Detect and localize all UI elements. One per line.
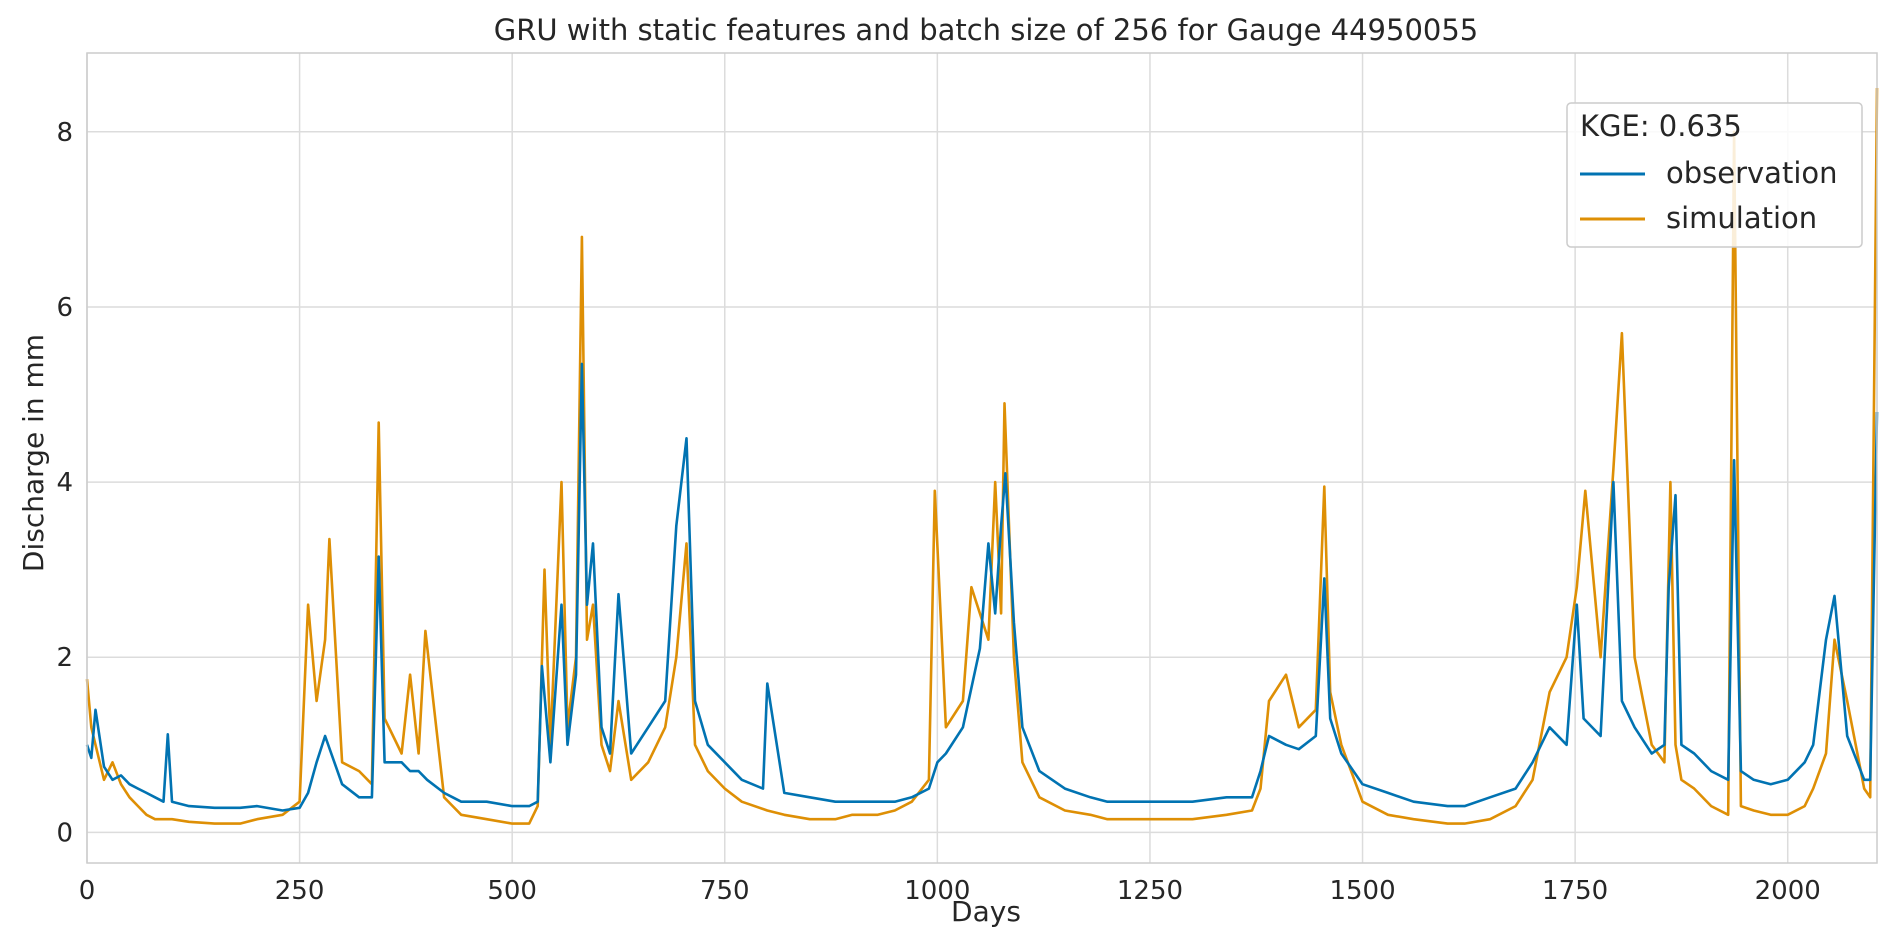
x-tick-label: 1500	[1329, 876, 1395, 906]
y-axis-label: Discharge in mm	[17, 334, 50, 572]
x-tick-label: 1250	[1117, 876, 1183, 906]
x-tick-label: 750	[700, 876, 750, 906]
y-tick-label: 6	[56, 293, 73, 323]
y-tick-label: 8	[56, 118, 73, 148]
series-line-simulation	[85, 87, 1879, 825]
chart-title: GRU with static features and batch size …	[494, 13, 1479, 47]
x-tick-label: 0	[79, 876, 96, 906]
y-tick-label: 4	[56, 468, 73, 498]
legend-title: KGE: 0.635	[1580, 109, 1742, 143]
series-line-observation	[85, 362, 1879, 812]
x-tick-label: 1750	[1542, 876, 1608, 906]
x-axis-label: Days	[951, 895, 1021, 928]
tick-layer: 0 250 500 750 1000 1250 1500 1750 2000 0 2 4 6 8	[56, 118, 1820, 906]
legend: KGE: 0.635 observation simulation	[1566, 102, 1863, 248]
y-tick-label: 2	[56, 643, 73, 673]
legend-box	[1566, 102, 1863, 248]
y-tick-label: 0	[56, 818, 73, 848]
x-tick-label: 250	[275, 876, 325, 906]
plot-frame	[86, 52, 1878, 864]
x-tick-label: 1000	[904, 876, 970, 906]
x-tick-label: 2000	[1755, 876, 1821, 906]
legend-label-observation: observation	[1666, 156, 1838, 190]
series-layer	[85, 87, 1879, 825]
x-tick-label: 500	[487, 876, 537, 906]
legend-label-simulation: simulation	[1666, 201, 1817, 235]
